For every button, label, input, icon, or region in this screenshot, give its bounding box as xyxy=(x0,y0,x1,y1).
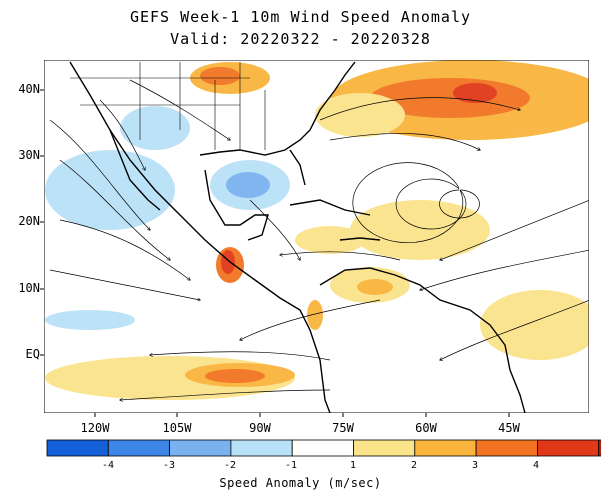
axis-ticks xyxy=(40,89,510,417)
lon-label-45w: 45W xyxy=(498,421,520,435)
colorbar-segment xyxy=(291,439,354,457)
lat-label-eq: EQ xyxy=(25,347,40,361)
colorbar-tick-label: 3 xyxy=(471,460,479,471)
colorbar-segment xyxy=(414,439,477,457)
coastlines xyxy=(69,61,526,413)
colorbar-segment xyxy=(537,439,600,457)
wind-streamlines xyxy=(49,79,589,400)
colorbar-segment xyxy=(353,439,416,457)
lat-label-10n: 10N xyxy=(18,281,40,295)
colorbar-title: Speed Anomaly (m/sec) xyxy=(219,476,382,490)
colorbar-tick-label: 2 xyxy=(410,460,418,471)
colorbar-tick-label: 1 xyxy=(349,460,357,471)
lon-label-60w: 60W xyxy=(415,421,437,435)
colorbar-segment xyxy=(230,439,293,457)
colorbar-segment xyxy=(169,439,232,457)
colorbar-tick-label: 4 xyxy=(532,460,540,471)
colorbar-tick-label: -1 xyxy=(284,460,298,471)
chart-subtitle: Valid: 20220322 - 20220328 xyxy=(170,30,431,48)
state-borders xyxy=(70,62,266,150)
colorbar-tick-label: -3 xyxy=(162,460,176,471)
chart-title: GEFS Week-1 10m Wind Speed Anomaly xyxy=(129,8,472,26)
lat-label-30n: 30N xyxy=(18,148,40,162)
colorbar-segment xyxy=(598,439,601,457)
lon-label-90w: 90W xyxy=(249,421,271,435)
lon-label-120w: 120W xyxy=(80,421,110,435)
lat-label-20n: 20N xyxy=(18,214,40,228)
colorbar-segment xyxy=(475,439,538,457)
lon-label-105w: 105W xyxy=(162,421,192,435)
lat-label-40n: 40N xyxy=(18,82,40,96)
colorbar-segment xyxy=(107,439,171,457)
anomaly-shading xyxy=(45,60,589,400)
colorbar-segment xyxy=(46,439,109,457)
lon-label-75w: 75W xyxy=(332,421,354,435)
colorbar-tick-label: -2 xyxy=(223,460,237,471)
colorbar-tick-label: -4 xyxy=(101,460,115,471)
